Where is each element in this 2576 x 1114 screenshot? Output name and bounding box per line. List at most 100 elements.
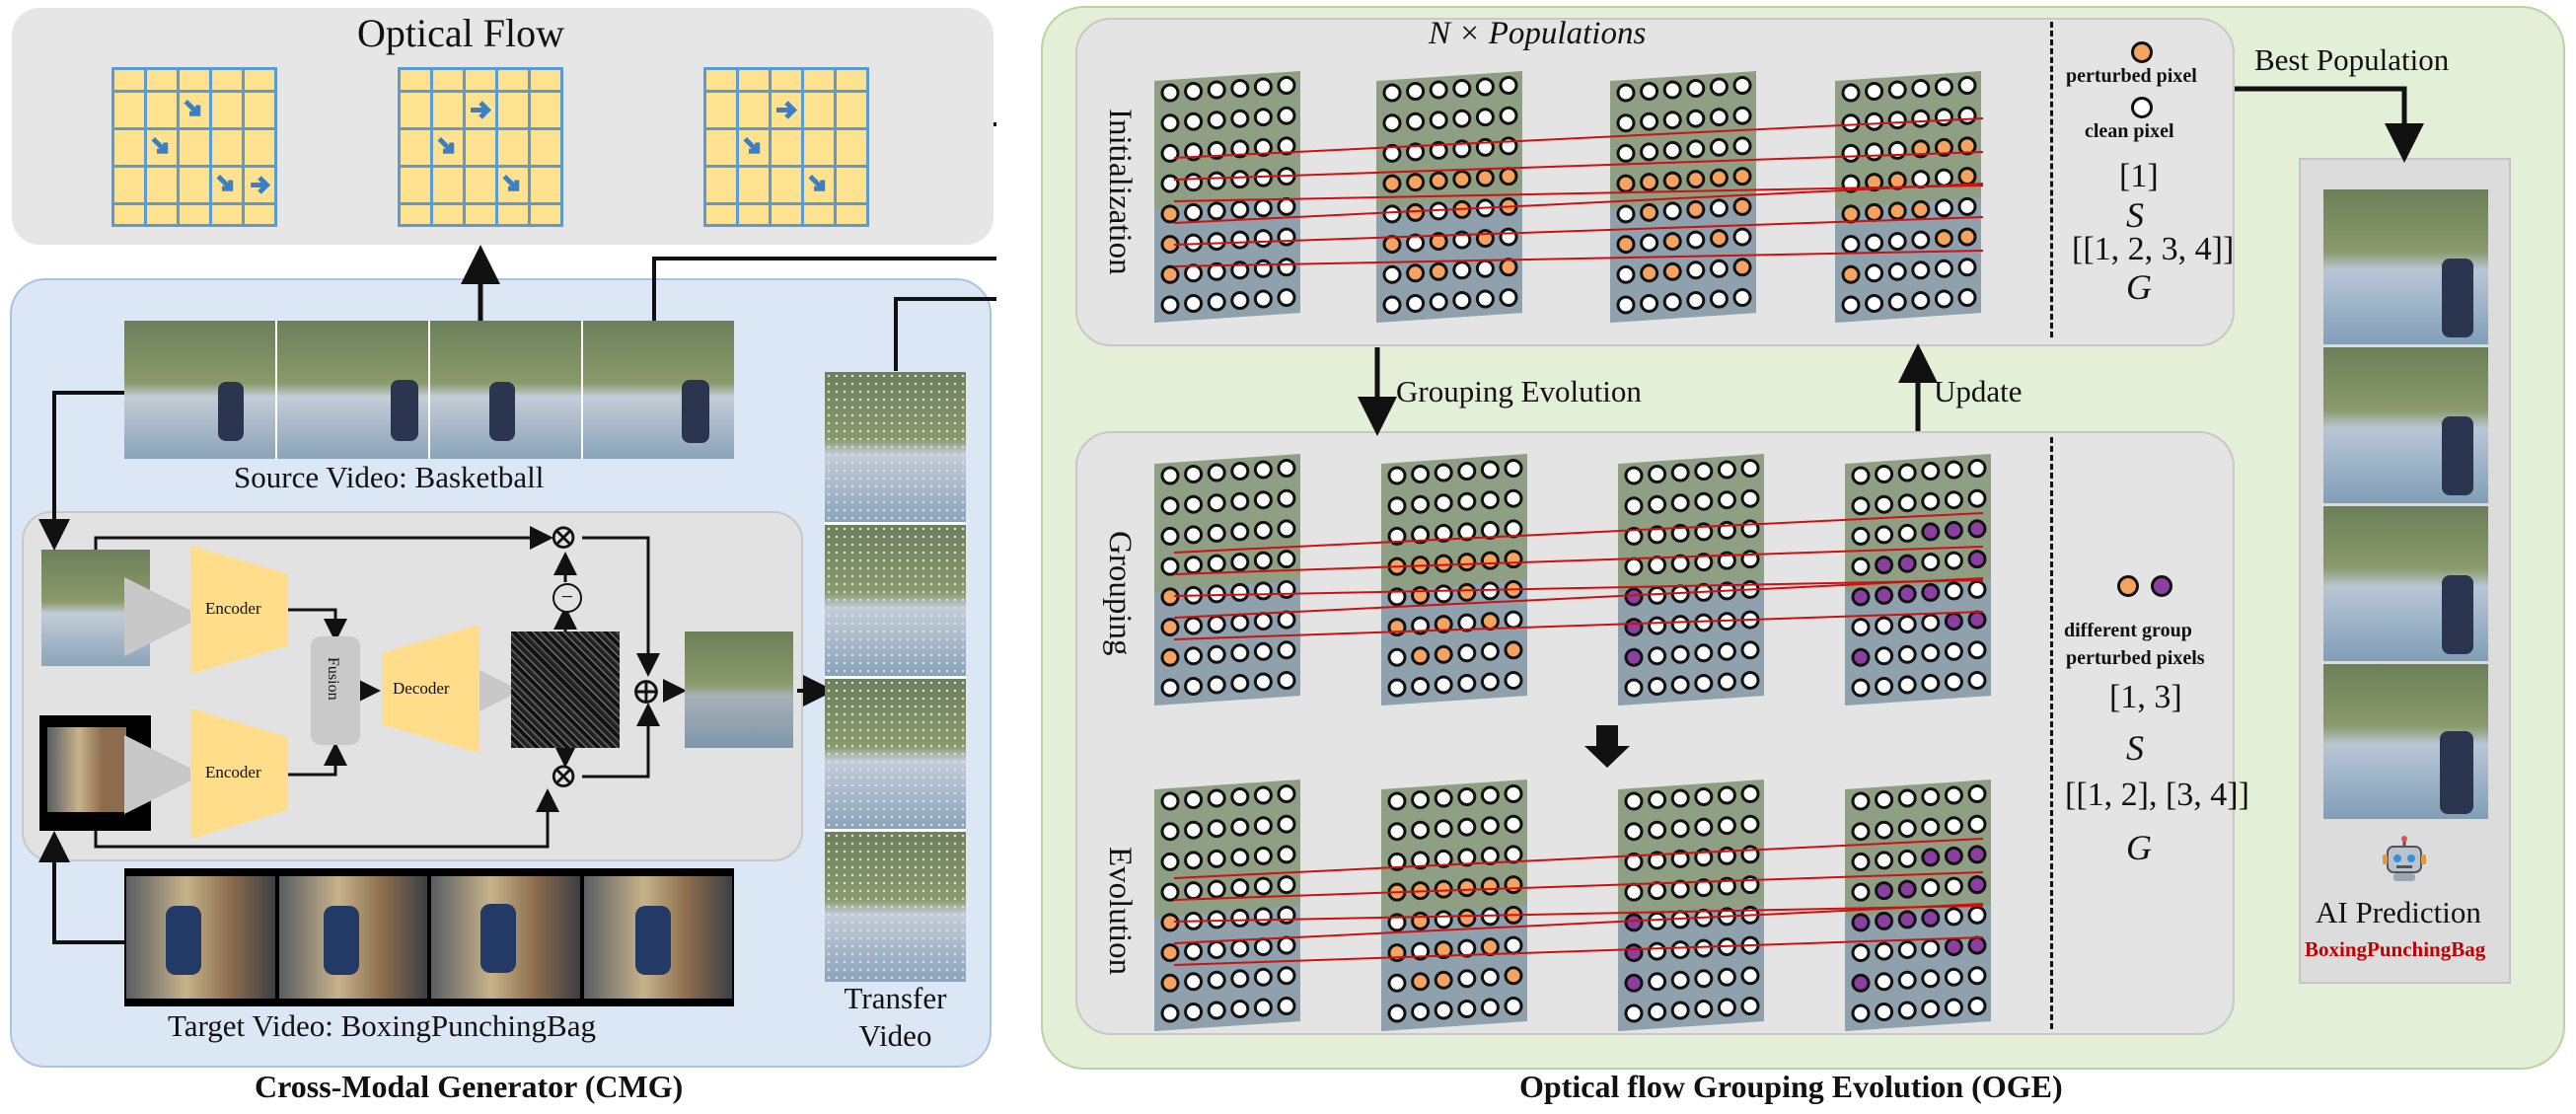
perturbation-link (1173, 579, 1984, 597)
flow-arrow-icon (245, 167, 274, 202)
transfer-video-frame (825, 372, 966, 526)
population-frame (1618, 780, 1764, 1031)
perturbation-link (1173, 151, 1984, 181)
encoder-top-label: Encoder (205, 599, 261, 618)
cmg-caption: Cross-Modal Generator (CMG) (255, 1069, 684, 1104)
perturbation-link (1173, 611, 1984, 640)
perturbation-link (1173, 250, 1984, 267)
best-population-frame (2323, 505, 2488, 664)
best-population-label: Best Population (2254, 42, 2450, 77)
transfer-video-frame (825, 831, 966, 982)
evolution-label: Evolution (1102, 847, 1138, 976)
flow-arrow-icon (498, 167, 528, 202)
legend-separator-bottom (2050, 437, 2053, 1029)
perturbation-link (1173, 577, 1984, 619)
legend-perturbed-label: perturbed pixel (2066, 65, 2197, 87)
minus-op-label: − (560, 584, 574, 609)
group-s-symbol: S (2126, 728, 2144, 768)
best-population-frame (2323, 663, 2488, 819)
multiply-op-top: ⊗ (549, 517, 579, 557)
plus-op: ⊕ (630, 671, 662, 712)
population-frame (1845, 780, 1991, 1031)
decoder-label: Decoder (393, 679, 450, 698)
legend-clean-label: clean pixel (2085, 120, 2174, 142)
perturbation-link (1173, 903, 1984, 944)
flow-arrow-icon (433, 129, 463, 165)
mask-image (511, 631, 620, 748)
flow-arrow-icon (772, 92, 801, 127)
fusion-label: Fusion (325, 657, 341, 701)
flow-arrow-icon (804, 167, 834, 202)
init-g-value: [[1, 2, 3, 4]] (2072, 231, 2235, 267)
population-frame (1154, 454, 1300, 706)
encoder-bottom-label: Encoder (205, 763, 261, 781)
source-video-frame (277, 321, 430, 459)
flow-arrow-icon (212, 167, 242, 202)
ai-prediction-label: AI Prediction (2316, 895, 2481, 929)
legend-group-line1: different group (2064, 620, 2192, 641)
target-video-frames (124, 868, 734, 1006)
init-g-symbol: G (2126, 267, 2152, 307)
generated-frame (685, 631, 793, 748)
legend-orange-dot (2117, 575, 2139, 597)
perturbation-link (1173, 117, 1984, 159)
population-frame (1381, 780, 1527, 1031)
legend-separator-top (2050, 22, 2053, 337)
perturbation-link (1173, 512, 1984, 554)
grouping-label: Grouping (1102, 531, 1138, 656)
population-frame (1845, 454, 1991, 706)
optical-flow-grid-2 (398, 67, 563, 227)
perturbation-link (1173, 871, 1984, 901)
source-video-frame (124, 321, 277, 459)
population-frame (1618, 454, 1764, 706)
perturbation-link (1173, 185, 1984, 202)
target-video-label: Target Video: BoxingPunchingBag (168, 1008, 596, 1043)
source-video-frame (583, 321, 734, 459)
optical-flow-grid-3 (703, 67, 869, 227)
init-s-value: [1] (2119, 158, 2159, 194)
best-population-frame (2323, 347, 2488, 506)
group-g-value: [[1, 2], [3, 4]] (2065, 777, 2249, 813)
minus-op: − (552, 583, 582, 613)
perturbation-link (1173, 936, 1984, 966)
optical-flow-title: Optical Flow (357, 11, 564, 55)
ai-prediction-value: BoxingPunchingBag (2305, 937, 2486, 961)
perturbation-link (1173, 838, 1984, 879)
robot-icon (2383, 836, 2426, 881)
best-population-frames (2323, 189, 2488, 819)
population-frame (1154, 780, 1300, 1031)
optical-flow-grid-1 (111, 67, 277, 227)
transfer-video-label-line1: Transfer (844, 981, 947, 1015)
best-population-frame (2323, 189, 2488, 348)
transfer-video-frame (825, 525, 966, 679)
oge-connectors (1358, 86, 2424, 768)
transfer-video-label-line2: Video (858, 1018, 932, 1053)
source-video-label: Source Video: Basketball (234, 460, 545, 494)
flow-arrow-icon (739, 129, 769, 165)
transfer-video-frames (825, 372, 966, 982)
grouping-evolution-label: Grouping Evolution (1396, 374, 1642, 408)
perturbation-link (1173, 546, 1984, 575)
transfer-video-frame (825, 678, 966, 832)
group-g-symbol: G (2126, 828, 2152, 867)
initialization-label: Initialization (1102, 109, 1138, 275)
multiply-op-bottom: ⊗ (549, 756, 579, 795)
target-video-frame (583, 876, 732, 999)
legend-group-line2: perturbed pixels (2066, 647, 2205, 669)
legend-clean-dot (2131, 97, 2153, 118)
flow-arrow-icon (466, 92, 495, 127)
init-s-symbol: S (2126, 195, 2144, 235)
source-video-frames (124, 321, 734, 459)
target-video-frame (431, 876, 580, 999)
perturbation-link (1173, 183, 1984, 224)
perturbation-link (1173, 905, 1984, 923)
legend-purple-dot (2151, 575, 2172, 597)
transfer-video-label: Transfer Video (809, 980, 982, 1055)
update-label: Update (1934, 374, 2023, 408)
oge-caption: Optical flow Grouping Evolution (OGE) (1519, 1069, 2063, 1104)
cmg-connectors (38, 122, 996, 944)
group-s-value: [1, 3] (2109, 679, 2182, 715)
target-video-frame (278, 876, 427, 999)
flow-arrow-icon (180, 92, 209, 127)
